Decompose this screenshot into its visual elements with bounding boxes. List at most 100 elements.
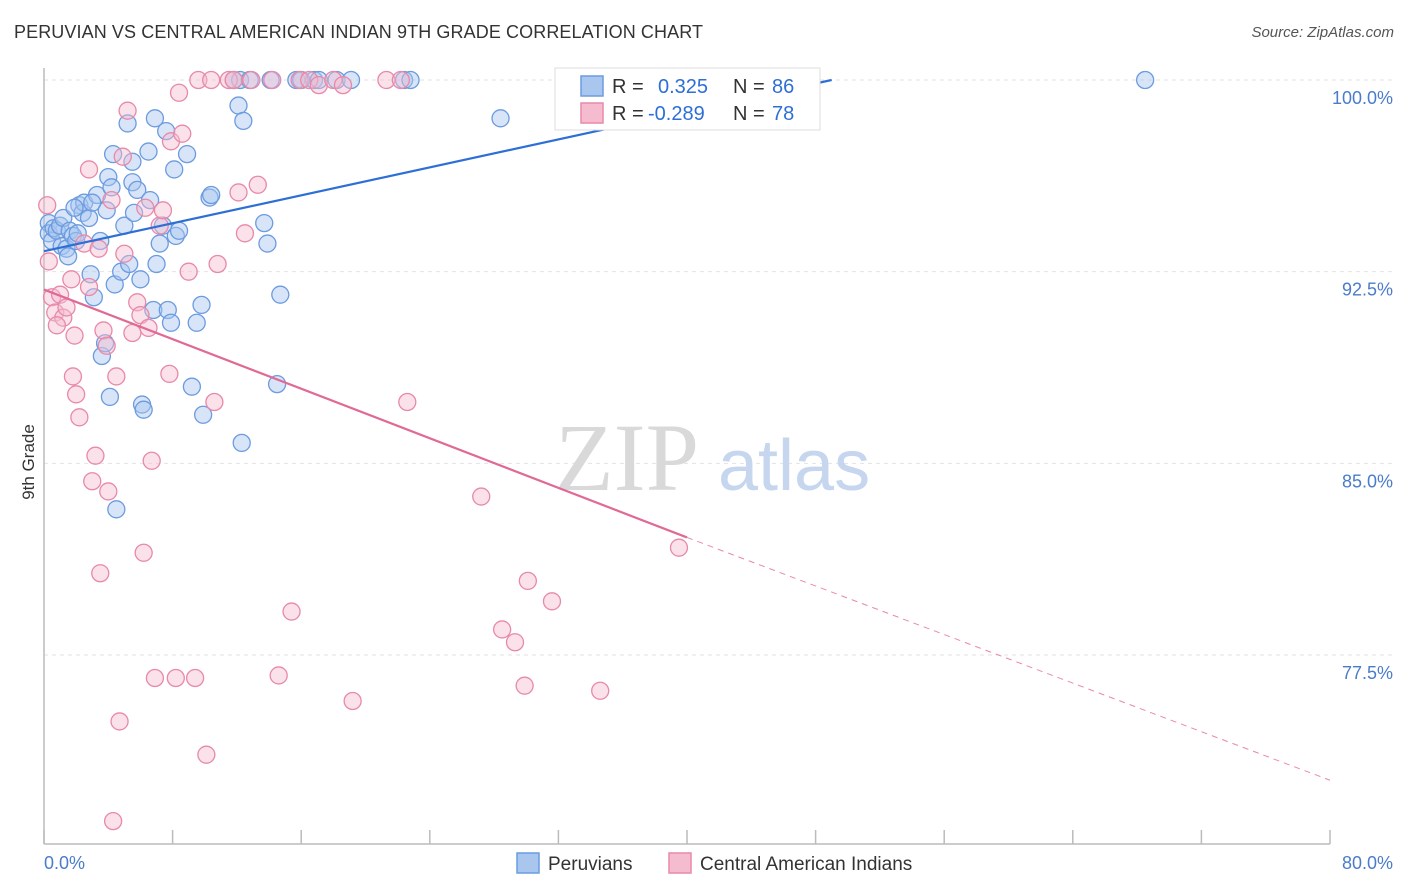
central-american-indians-point xyxy=(160,364,179,384)
peruvians-point xyxy=(65,198,84,217)
central-american-indians-point xyxy=(86,446,105,465)
central-american-indians-point xyxy=(235,224,255,243)
peruvians-point xyxy=(169,221,189,240)
central-american-indians-point xyxy=(67,385,86,404)
peruvians-point xyxy=(202,185,221,205)
central-american-indians-point xyxy=(38,196,57,215)
peruvians-point xyxy=(100,387,120,407)
stats-legend-r-value-2: -0.289 xyxy=(648,103,705,125)
peruvians-point xyxy=(128,180,147,200)
central-american-indians-point xyxy=(70,408,89,427)
peruvians-point xyxy=(267,374,287,394)
central-american-indians-point xyxy=(65,326,84,345)
central-american-indians-point xyxy=(263,70,282,90)
central-american-indians-point xyxy=(248,175,267,194)
stats-legend-n-value-2: 78 xyxy=(772,103,794,125)
peruvians-point xyxy=(161,313,181,332)
central-american-indians-point xyxy=(145,668,165,688)
y-tick-label: 100.0% xyxy=(1332,88,1393,108)
stats-legend: R = 0.325 N = 86 R = -0.289 N = 78 xyxy=(554,67,821,131)
central-american-indians-point xyxy=(505,633,525,652)
central-american-indians-point xyxy=(142,451,161,470)
central-american-indians-point xyxy=(118,101,137,120)
peruvians-point xyxy=(97,201,116,220)
peruvians-point xyxy=(79,208,99,228)
central-american-indians-point xyxy=(79,160,99,179)
central-american-indians-point xyxy=(229,183,248,202)
central-american-indians-point xyxy=(115,244,134,263)
y-tick-label: 85.0% xyxy=(1342,471,1393,491)
peruvians-point xyxy=(68,224,87,243)
peruvians-point xyxy=(177,144,197,164)
central-american-indians-point xyxy=(515,676,534,695)
central-american-indians-point xyxy=(205,392,224,412)
y-axis-title: 9th Grade xyxy=(19,424,38,500)
peruvians-point xyxy=(150,234,169,253)
peruvians-point xyxy=(134,400,153,419)
central-american-indians-point xyxy=(591,681,610,700)
stats-legend-swatch-peruvians xyxy=(580,75,604,97)
peruvians-point xyxy=(165,160,184,179)
central-american-indians-point xyxy=(492,620,512,639)
central-american-indians-point xyxy=(102,190,121,210)
peruvians-point xyxy=(102,178,121,197)
stats-legend-n-label-1: N = xyxy=(733,76,765,98)
series-legend-swatch-peruvians xyxy=(516,852,540,874)
central-american-indians-point xyxy=(242,70,261,90)
central-american-indians-point xyxy=(300,70,319,90)
central-american-indians-point xyxy=(107,367,126,386)
watermark: ZIP atlas xyxy=(555,404,870,511)
x-tick-label: 0.0% xyxy=(44,853,85,873)
central-american-indians-point xyxy=(398,392,417,412)
central-american-indians-point xyxy=(47,316,67,335)
peruvians-point xyxy=(271,285,290,304)
stats-legend-r-value-1: 0.325 xyxy=(658,76,708,98)
central-american-indians-point xyxy=(333,75,353,95)
central-american-indians-point xyxy=(62,270,81,289)
central-american-indians-point xyxy=(134,543,153,562)
peruvians-point xyxy=(401,70,420,90)
central-american-indians-point xyxy=(99,482,118,501)
central-american-indians-point xyxy=(197,745,216,764)
peruvians-point xyxy=(187,313,206,332)
peruvians-point xyxy=(255,213,274,233)
peruvians-point xyxy=(120,254,139,274)
series-legend: Peruvians Central American Indians xyxy=(516,852,912,875)
stats-legend-r-label-1: R = xyxy=(612,76,644,98)
central-american-indians-point xyxy=(113,147,132,166)
peruvians-point xyxy=(139,142,158,161)
peruvians-point xyxy=(124,203,144,223)
peruvians-point xyxy=(258,234,277,253)
central-american-indians-point xyxy=(173,124,192,143)
central-american-indians-point xyxy=(542,592,562,611)
central-american-indians-point xyxy=(97,336,116,355)
peruvians-point xyxy=(166,226,185,246)
central-american-indians-point xyxy=(377,70,396,90)
central-american-indians-point xyxy=(110,712,129,731)
central-american-indians-trend-line xyxy=(43,288,688,539)
central-american-indians-point xyxy=(83,472,102,491)
peruvians-point xyxy=(118,114,137,133)
peruvians-point xyxy=(83,193,102,212)
peruvians-point xyxy=(107,500,126,519)
central-american-indians-point xyxy=(136,198,155,217)
data-points xyxy=(38,70,1155,831)
peruvians-point xyxy=(99,167,118,187)
chart-title: PERUVIAN VS CENTRAL AMERICAN INDIAN 9TH … xyxy=(14,22,704,42)
stats-legend-n-value-1: 86 xyxy=(772,76,794,98)
y-tick-label: 77.5% xyxy=(1342,663,1393,683)
central-american-indians-point xyxy=(208,254,227,274)
chart-source: Source: ZipAtlas.com xyxy=(1251,24,1394,41)
stats-legend-r-label-2: R = xyxy=(612,103,644,125)
peruvians-point xyxy=(131,270,150,289)
peruvians-point xyxy=(309,70,329,90)
central-american-indians-point xyxy=(472,487,491,506)
central-american-indians-point xyxy=(282,602,301,621)
series-legend-label-peruvians: Peruvians xyxy=(548,854,633,875)
central-american-indians-point xyxy=(669,538,689,557)
central-american-indians-trend-extension xyxy=(686,536,1331,781)
central-american-indians-point xyxy=(103,811,123,831)
central-american-indians-point xyxy=(166,668,185,688)
central-american-indians-point xyxy=(518,571,538,591)
